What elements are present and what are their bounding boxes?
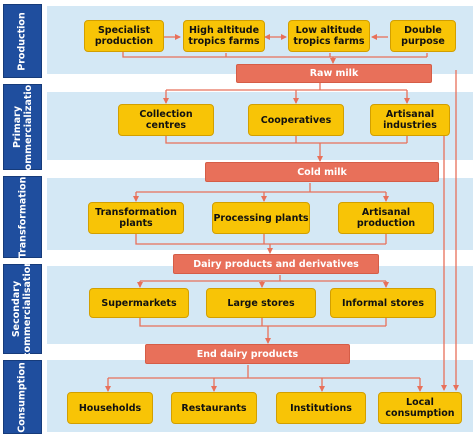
box-double-purpose: Double purpose — [390, 20, 456, 52]
box-label-line: tropics farms — [188, 36, 260, 47]
bar-label: Raw milk — [309, 68, 359, 79]
bar-label: Dairy products and derivatives — [193, 258, 359, 270]
box-specialist-production: Specialist production — [84, 20, 164, 52]
box-label-line: Artisanal — [385, 109, 435, 120]
box-artisanal-industries: Artisanal industries — [370, 104, 450, 136]
lane-label-line: Secondary — [11, 280, 23, 338]
box-informal-stores: Informal stores — [330, 288, 436, 318]
box-collection-centres: Collection centres — [118, 104, 214, 136]
box-label-line: consumption — [385, 408, 455, 419]
lane-label-line: commercialization — [22, 78, 34, 176]
bar-raw-milk: Raw milk — [236, 64, 432, 83]
box-transformation-plants: Transformation plants — [88, 202, 184, 234]
box-label-line: Large stores — [227, 297, 295, 309]
bar-end-dairy-products: End dairy products — [145, 344, 350, 364]
box-label-line: Restaurants — [181, 402, 247, 414]
lane-label-line: Transformation — [17, 176, 29, 258]
box-label-line: Processing plants — [213, 212, 309, 224]
box-label-line: Low altitude — [295, 25, 363, 36]
bar-cold-milk: Cold milk — [205, 162, 439, 182]
box-label-line: Local — [406, 397, 434, 408]
box-high-altitude-farms: High altitude tropics farms — [183, 20, 265, 52]
box-cooperatives: Cooperatives — [248, 104, 344, 136]
box-institutions: Institutions — [276, 392, 366, 424]
box-supermarkets: Supermarkets — [89, 288, 189, 318]
box-local-consumption: Local consumption — [378, 392, 462, 424]
box-label-line: Collection centres — [139, 109, 193, 131]
box-label-line: purpose — [401, 36, 445, 47]
box-label-line: Artisanal — [361, 207, 411, 218]
bar-dairy-products: Dairy products and derivatives — [173, 254, 379, 274]
box-label-line: Informal stores — [341, 297, 425, 309]
lane-transformation: Transformation — [3, 176, 42, 258]
box-label-line: Transformation — [95, 207, 177, 218]
box-label-line: production — [356, 218, 416, 229]
box-artisanal-production: Artisanal production — [338, 202, 434, 234]
box-label-line: Specialist — [97, 25, 151, 36]
box-households: Households — [67, 392, 153, 424]
box-label-line: Cooperatives — [260, 114, 332, 126]
box-label-line: plants — [119, 218, 153, 229]
lane-label-line: Primary — [11, 105, 23, 149]
lane-label-line: commercialisation — [22, 259, 34, 359]
box-label-line: Institutions — [290, 402, 352, 414]
bar-label: Cold milk — [297, 166, 347, 178]
bar-label: End dairy products — [196, 348, 299, 360]
box-label-line: industries — [383, 120, 437, 131]
box-label-line: High altitude — [188, 25, 260, 36]
box-label-line: tropics farms — [293, 36, 365, 47]
box-label-line: Double — [404, 25, 442, 36]
lane-label-line: Consumption — [17, 361, 28, 433]
box-processing-plants: Processing plants — [212, 202, 310, 234]
box-restaurants: Restaurants — [171, 392, 257, 424]
lane-label-line: Production — [17, 11, 28, 71]
box-label-line: Households — [78, 402, 142, 414]
box-label-line: production — [94, 36, 154, 47]
lane-primary-commercialization: Primary commercialization — [3, 78, 42, 176]
lane-consumption: Consumption — [3, 360, 42, 434]
lane-production: Production — [3, 4, 42, 78]
box-low-altitude-farms: Low altitude tropics farms — [288, 20, 370, 52]
box-label-line: Supermarkets — [101, 297, 177, 309]
box-large-stores: Large stores — [206, 288, 316, 318]
lane-secondary-commercialisation: Secondary commercialisation — [3, 260, 42, 358]
